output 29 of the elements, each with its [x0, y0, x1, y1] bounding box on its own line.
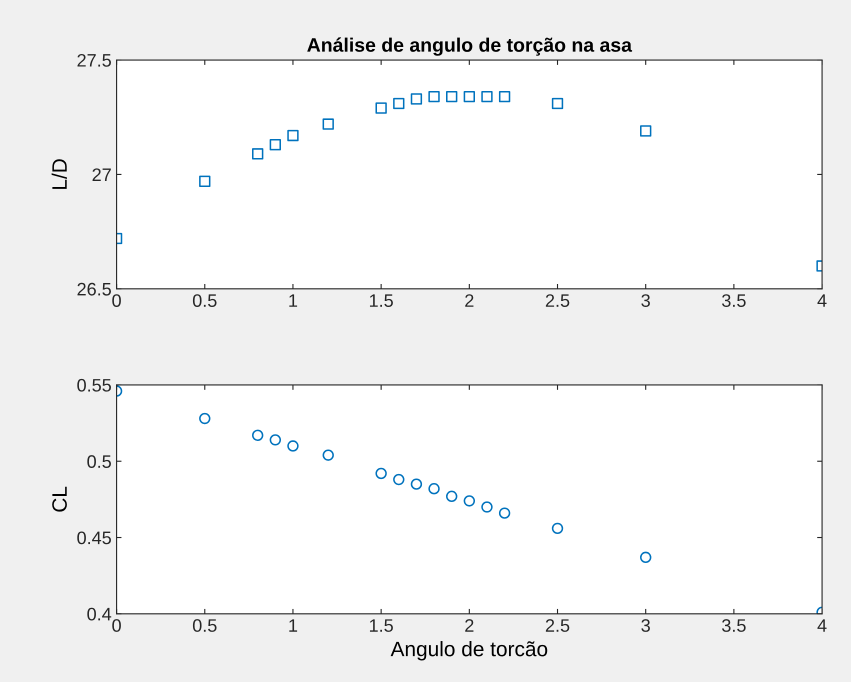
- x-tick-label: 0: [112, 619, 121, 632]
- x-tick-label: 3.5: [722, 294, 746, 307]
- chart-title: Análise de angulo de torção na asa: [307, 37, 632, 56]
- x-tick-label: 2.5: [546, 294, 570, 307]
- y-tick-label: 27: [92, 168, 111, 181]
- y-axis-title: L/D: [52, 159, 67, 189]
- x-tick-label: 1: [289, 294, 298, 307]
- x-tick-label: 0.5: [192, 619, 217, 632]
- y-axis-title: CL: [52, 486, 67, 512]
- x-tick-label: 3.5: [722, 619, 746, 632]
- x-tick-label: 1.5: [370, 619, 393, 632]
- y-tick-label: 0.5: [87, 455, 111, 468]
- x-tick-label: 4: [817, 619, 827, 632]
- y-tick-label: 0.45: [77, 531, 111, 544]
- x-tick-label: 2.5: [546, 619, 570, 632]
- x-tick-label: 0.5: [192, 294, 217, 307]
- y-tick-label: 26.5: [77, 282, 111, 296]
- y-tick-label: 0.4: [87, 608, 112, 621]
- x-tick-label: 1.5: [370, 294, 393, 307]
- y-tick-label: 27.5: [77, 54, 111, 67]
- x-tick-label: 3: [641, 619, 650, 632]
- x-tick-label: 2: [465, 294, 474, 307]
- x-axis-title: Angulo de torcão: [390, 641, 548, 660]
- y-tick-label: 0.55: [77, 378, 111, 392]
- x-tick-label: 2: [465, 619, 474, 632]
- x-tick-label: 4: [817, 294, 827, 307]
- x-tick-label: 0: [112, 294, 121, 307]
- x-tick-label: 3: [641, 294, 650, 307]
- x-tick-label: 1: [289, 619, 298, 632]
